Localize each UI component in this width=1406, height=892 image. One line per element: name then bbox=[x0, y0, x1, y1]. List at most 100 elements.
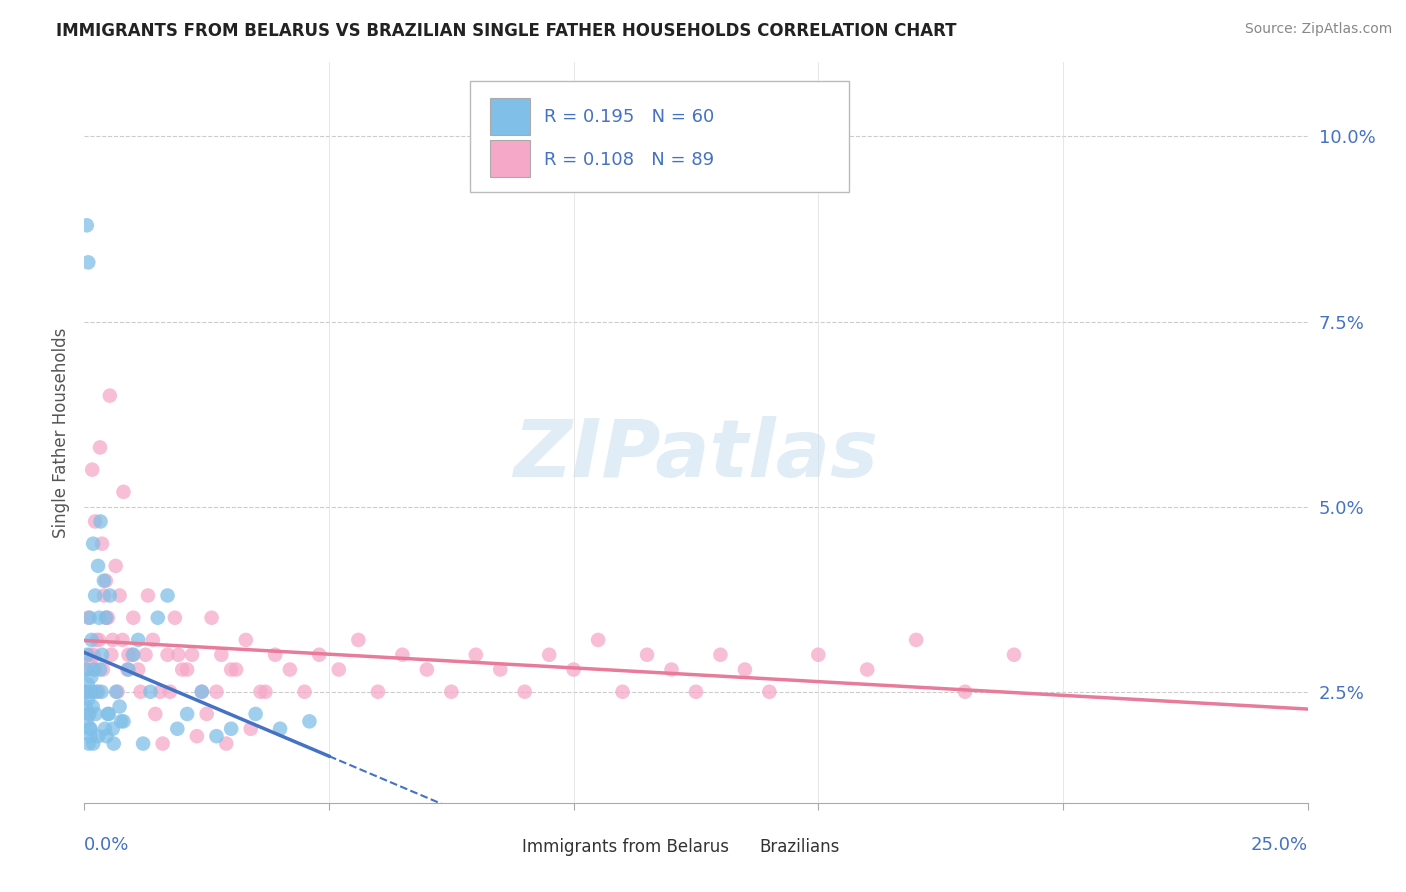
Point bbox=[101, 722, 124, 736]
Point bbox=[264, 648, 287, 662]
Point bbox=[181, 648, 204, 662]
Point bbox=[75, 699, 97, 714]
Point bbox=[75, 685, 97, 699]
Point bbox=[129, 685, 152, 699]
Point bbox=[612, 685, 634, 699]
Point bbox=[586, 632, 609, 647]
Point bbox=[94, 611, 117, 625]
Point bbox=[97, 706, 120, 721]
Point bbox=[347, 632, 370, 647]
Point bbox=[186, 729, 208, 743]
Point bbox=[84, 515, 107, 529]
Point bbox=[93, 574, 115, 588]
Point bbox=[82, 699, 104, 714]
Point bbox=[77, 706, 100, 721]
Point bbox=[97, 611, 120, 625]
Point bbox=[117, 663, 139, 677]
Point bbox=[87, 729, 110, 743]
Point bbox=[156, 648, 179, 662]
Point bbox=[111, 632, 134, 647]
Text: Immigrants from Belarus: Immigrants from Belarus bbox=[522, 838, 730, 855]
Point bbox=[87, 558, 110, 573]
Point bbox=[661, 663, 683, 677]
Point bbox=[298, 714, 321, 729]
Text: ZIPatlas: ZIPatlas bbox=[513, 416, 879, 494]
Point bbox=[122, 611, 145, 625]
Point bbox=[156, 589, 179, 603]
Bar bbox=[727, 827, 754, 855]
Point bbox=[76, 648, 98, 662]
Point bbox=[94, 574, 117, 588]
Point bbox=[127, 632, 149, 647]
Point bbox=[191, 685, 214, 699]
Point bbox=[953, 685, 976, 699]
Point bbox=[107, 685, 129, 699]
Point bbox=[235, 632, 257, 647]
Point bbox=[87, 632, 110, 647]
Point bbox=[105, 685, 128, 699]
Point bbox=[856, 663, 879, 677]
Point bbox=[219, 663, 242, 677]
Point bbox=[225, 663, 247, 677]
Point bbox=[191, 685, 214, 699]
Point bbox=[77, 706, 100, 721]
Point bbox=[440, 685, 463, 699]
Point bbox=[121, 648, 143, 662]
Point bbox=[100, 648, 122, 662]
Text: IMMIGRANTS FROM BELARUS VS BRAZILIAN SINGLE FATHER HOUSEHOLDS CORRELATION CHART: IMMIGRANTS FROM BELARUS VS BRAZILIAN SIN… bbox=[56, 22, 956, 40]
Point bbox=[89, 663, 111, 677]
Point bbox=[82, 737, 104, 751]
Point bbox=[117, 648, 139, 662]
Point bbox=[464, 648, 486, 662]
Point bbox=[80, 655, 103, 669]
Point bbox=[101, 632, 124, 647]
Point bbox=[513, 685, 536, 699]
Point bbox=[76, 219, 98, 233]
Point bbox=[143, 706, 166, 721]
Point bbox=[89, 515, 111, 529]
Point bbox=[82, 536, 104, 550]
Point bbox=[77, 737, 100, 751]
Point bbox=[112, 714, 135, 729]
Point bbox=[96, 729, 118, 743]
Point bbox=[108, 699, 131, 714]
Point bbox=[538, 648, 561, 662]
Point bbox=[76, 685, 98, 699]
Point bbox=[205, 729, 228, 743]
Point bbox=[127, 663, 149, 677]
Point bbox=[90, 685, 112, 699]
Point bbox=[103, 737, 125, 751]
Text: R = 0.108   N = 89: R = 0.108 N = 89 bbox=[544, 152, 714, 169]
Point bbox=[80, 729, 103, 743]
Point bbox=[167, 648, 190, 662]
Point bbox=[146, 611, 169, 625]
Point bbox=[135, 648, 157, 662]
Point bbox=[294, 685, 316, 699]
Point bbox=[98, 589, 121, 603]
Point bbox=[89, 441, 111, 455]
Point bbox=[249, 685, 271, 699]
Point bbox=[367, 685, 389, 699]
Point bbox=[219, 722, 242, 736]
Point bbox=[758, 685, 780, 699]
Point bbox=[245, 706, 267, 721]
Text: Brazilians: Brazilians bbox=[759, 838, 839, 855]
Point bbox=[86, 685, 108, 699]
Point bbox=[152, 737, 174, 751]
Point bbox=[87, 611, 110, 625]
Point bbox=[83, 663, 105, 677]
Point bbox=[209, 648, 232, 662]
Point bbox=[1002, 648, 1025, 662]
Point bbox=[108, 589, 131, 603]
Point bbox=[172, 663, 194, 677]
Text: 0.0%: 0.0% bbox=[84, 836, 129, 855]
Point bbox=[117, 663, 139, 677]
Point bbox=[79, 648, 101, 662]
Point bbox=[278, 663, 301, 677]
Point bbox=[685, 685, 707, 699]
Point bbox=[905, 632, 928, 647]
Point bbox=[87, 685, 110, 699]
Point bbox=[77, 255, 100, 269]
Point bbox=[94, 722, 117, 736]
Point bbox=[80, 670, 103, 684]
